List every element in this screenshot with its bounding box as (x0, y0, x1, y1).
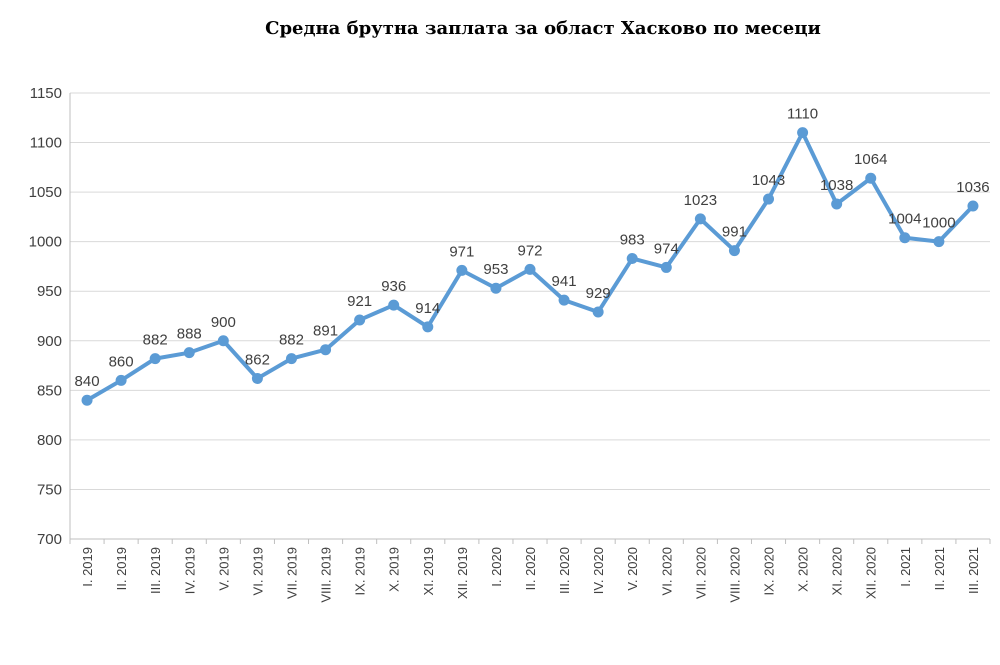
data-label: 882 (279, 332, 304, 349)
x-tick-label: XII. 2019 (455, 547, 470, 599)
data-label: 941 (552, 273, 577, 290)
y-tick-label: 750 (37, 481, 62, 498)
data-label: 1043 (752, 172, 785, 189)
data-point (320, 344, 332, 356)
x-tick-label: IV. 2019 (182, 547, 197, 594)
y-tick-label: 700 (37, 531, 62, 548)
x-tick-label: I. 2019 (80, 547, 95, 587)
data-label: 1036 (956, 179, 989, 196)
data-label: 991 (722, 224, 747, 241)
data-label: 888 (177, 326, 202, 343)
data-point (592, 306, 604, 318)
x-tick-label: IX. 2020 (762, 547, 777, 595)
data-label: 840 (75, 373, 100, 390)
x-tick-label: IX. 2019 (353, 547, 368, 595)
data-point (456, 264, 468, 276)
y-tick-label: 1000 (29, 234, 62, 251)
data-point (763, 193, 775, 205)
data-point (558, 294, 570, 306)
data-point (285, 353, 297, 365)
data-point (728, 245, 740, 257)
x-tick-label: V. 2019 (216, 547, 231, 591)
data-point (660, 261, 672, 273)
x-tick-label: VI. 2020 (659, 547, 674, 595)
x-tick-label: VII. 2019 (284, 547, 299, 599)
data-label: 974 (654, 240, 679, 257)
data-label: 900 (211, 314, 236, 331)
x-tick-label: III. 2020 (557, 547, 572, 594)
y-tick-label: 900 (37, 333, 62, 350)
data-point (694, 213, 706, 225)
data-label: 914 (415, 300, 440, 317)
data-point (183, 347, 195, 359)
data-point (933, 236, 945, 248)
x-tick-label: I. 2020 (489, 547, 504, 587)
y-tick-label: 850 (37, 382, 62, 399)
x-tick-label: II. 2021 (932, 547, 947, 590)
y-tick-label: 1100 (30, 135, 62, 152)
data-point (388, 299, 400, 311)
x-tick-label: VIII. 2019 (319, 547, 334, 603)
x-tick-label: VI. 2019 (250, 547, 265, 595)
data-label: 971 (449, 243, 474, 260)
data-label: 882 (143, 332, 168, 349)
x-tick-label: VII. 2020 (693, 547, 708, 599)
x-tick-label: II. 2020 (523, 547, 538, 590)
x-tick-label: II. 2019 (114, 547, 129, 590)
x-tick-label: XII. 2020 (864, 547, 879, 599)
data-point (217, 335, 229, 347)
x-tick-label: VIII. 2020 (727, 547, 742, 603)
data-label: 921 (347, 293, 372, 310)
chart-title: Средна брутна заплата за област Хасково … (265, 18, 821, 39)
data-point (81, 394, 93, 406)
data-label: 891 (313, 323, 338, 340)
data-point (149, 353, 161, 365)
data-label: 1023 (684, 192, 717, 209)
data-label: 1064 (854, 151, 887, 168)
data-point (422, 321, 434, 333)
x-tick-label: IV. 2020 (591, 547, 606, 594)
x-tick-label: X. 2019 (387, 547, 402, 592)
data-label: 1000 (922, 215, 955, 232)
data-label: 972 (517, 242, 542, 259)
data-label: 862 (245, 351, 270, 368)
data-point (524, 263, 536, 275)
x-tick-label: XI. 2019 (421, 547, 436, 595)
data-point (354, 314, 366, 326)
data-label: 983 (620, 232, 645, 249)
x-tick-label: XI. 2020 (830, 547, 845, 595)
data-point (967, 200, 979, 212)
x-tick-label: X. 2020 (796, 547, 811, 592)
data-label: 953 (483, 261, 508, 278)
data-point (831, 198, 843, 210)
data-point (251, 372, 263, 384)
y-tick-label: 1150 (30, 85, 62, 102)
data-point (626, 253, 638, 265)
y-tick-label: 800 (37, 432, 62, 449)
data-point (490, 282, 502, 294)
data-label: 860 (109, 353, 134, 370)
data-point (899, 232, 911, 244)
data-point (865, 172, 877, 184)
y-tick-label: 950 (37, 283, 62, 300)
x-tick-label: I. 2021 (898, 547, 913, 587)
y-tick-label: 1050 (29, 184, 62, 201)
x-tick-label: III. 2019 (148, 547, 163, 594)
x-tick-label: III. 2021 (966, 547, 981, 594)
data-label: 929 (586, 285, 611, 302)
data-label: 1110 (787, 106, 818, 123)
data-label: 1038 (820, 177, 853, 194)
data-point (797, 127, 809, 139)
data-label: 1004 (888, 211, 921, 228)
x-tick-label: V. 2020 (625, 547, 640, 591)
data-point (115, 374, 127, 386)
data-label: 936 (381, 278, 406, 295)
